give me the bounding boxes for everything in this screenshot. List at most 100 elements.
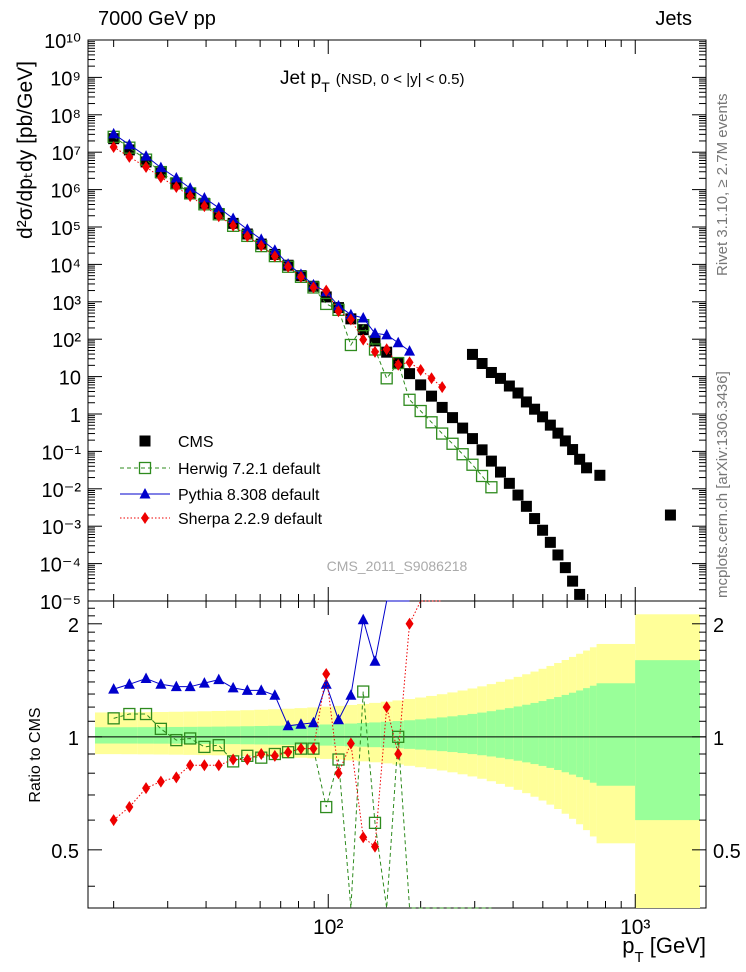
series-point — [405, 356, 414, 369]
legend-marker — [138, 461, 152, 475]
ratio-point — [172, 771, 181, 784]
series-point — [123, 138, 135, 150]
series-point — [108, 127, 120, 139]
ratio-line-0 — [113, 691, 492, 909]
cms-point — [369, 335, 381, 347]
ratio-point — [392, 730, 405, 743]
band-inner — [568, 692, 577, 775]
ratio-point — [334, 767, 343, 780]
band-inner — [583, 688, 590, 780]
ratio-point — [255, 684, 267, 695]
ratio-point — [359, 831, 368, 844]
series-point — [381, 328, 393, 340]
ratio-point — [333, 713, 345, 725]
series-point — [284, 260, 293, 273]
ratio-point — [213, 673, 225, 685]
series-point — [446, 437, 459, 450]
ratio-point — [109, 814, 118, 827]
y-tick-label: 10¹⁰ — [44, 31, 81, 53]
band-inner — [538, 701, 547, 766]
band-inner — [197, 726, 212, 744]
legend-label: Herwig 7.2.1 default — [178, 461, 321, 478]
band-inner — [522, 704, 531, 763]
ratio-tick-label-right: 1 — [713, 728, 724, 750]
band-inner — [240, 726, 255, 745]
series-point — [214, 210, 223, 223]
ratio-point — [139, 707, 153, 721]
ratio-point — [186, 759, 195, 772]
ratio-point — [184, 732, 197, 745]
ratio-point — [346, 737, 355, 750]
series-point — [170, 172, 182, 183]
series-point — [382, 343, 391, 356]
cms-point — [495, 466, 507, 478]
ratio-tick-label-left: 0.5 — [51, 841, 79, 863]
x-axis-label: pT [GeV] — [622, 933, 706, 966]
band-inner — [635, 660, 700, 821]
series-point — [359, 333, 368, 346]
axis-labels: 10² 10³10⁻⁵10⁻⁴10⁻³10⁻²10⁻¹11010²10³10⁴10… — [14, 31, 741, 966]
cms-point — [357, 324, 369, 336]
band-inner — [307, 724, 320, 746]
series-point — [140, 150, 152, 161]
cms-point — [123, 144, 135, 156]
cms-point — [581, 462, 593, 474]
band-inner — [576, 690, 584, 778]
plot-title: Jet pT (NSD, 0 < |y| < 0.5) — [280, 68, 464, 95]
cms-point — [520, 500, 532, 512]
band-inner — [137, 727, 154, 744]
series-point — [438, 381, 447, 394]
ratio-point — [284, 746, 293, 759]
series-line-2 — [113, 146, 443, 388]
ratio-point — [170, 680, 182, 692]
ratio-point — [394, 747, 403, 760]
band-inner — [436, 717, 448, 752]
ratio-tick-label-right: 2 — [713, 615, 724, 637]
cms-point — [436, 401, 448, 413]
ratio-point — [320, 678, 332, 689]
ratio-tick-label-left: 1 — [68, 728, 79, 750]
cms-point — [664, 509, 676, 521]
ratio-bands — [95, 614, 700, 908]
ratio-point — [269, 689, 281, 700]
cms-point — [426, 390, 438, 402]
cms-point — [485, 455, 497, 467]
series-point — [392, 336, 404, 348]
band-inner — [447, 716, 458, 753]
series-point — [370, 345, 379, 358]
cms-point — [544, 419, 556, 431]
ratio-point — [370, 840, 379, 853]
ratio-point — [108, 683, 120, 694]
series-point — [380, 372, 393, 385]
ratio-point — [125, 801, 134, 814]
series-point — [213, 201, 225, 213]
ratio-point — [155, 678, 167, 689]
series-point — [414, 404, 427, 418]
legend-marker — [139, 435, 151, 447]
ratio-point — [295, 718, 307, 729]
cms-point — [404, 368, 416, 380]
x-tick-label: 10² — [313, 916, 343, 939]
legend: CMS Herwig 7.2.1 default Pythia 8.308 defa… — [120, 434, 323, 528]
series-point — [296, 270, 305, 283]
series-point — [475, 469, 489, 483]
band-inner — [121, 727, 138, 744]
x-tick-label: 10³ — [620, 916, 650, 939]
ratio-point — [227, 681, 239, 693]
cms-point — [512, 387, 524, 399]
ratio-point — [229, 753, 238, 766]
ratio-point — [154, 722, 168, 736]
series-point — [416, 364, 425, 377]
ratio-point — [296, 742, 305, 755]
y-tick-label: 1 — [70, 405, 81, 427]
ratio-point — [307, 716, 319, 728]
series-point — [200, 200, 209, 213]
ratio-point — [123, 707, 136, 721]
band-inner — [457, 715, 468, 754]
band-inner — [268, 725, 282, 745]
series-point — [227, 212, 239, 224]
cms-point — [457, 422, 469, 434]
cms-point — [466, 433, 478, 445]
band-inner — [344, 723, 358, 747]
series-point — [257, 239, 266, 252]
